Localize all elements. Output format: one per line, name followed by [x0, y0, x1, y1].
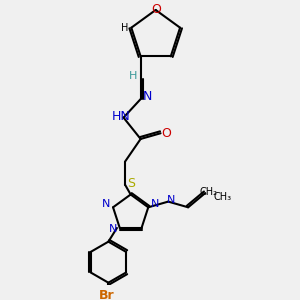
Text: N: N [109, 224, 117, 234]
Text: H: H [129, 71, 138, 81]
Text: N: N [151, 200, 160, 209]
Text: Br: Br [99, 289, 115, 300]
Text: CH₃: CH₃ [213, 192, 231, 202]
Text: O: O [151, 4, 160, 16]
Text: O: O [161, 127, 171, 140]
Text: S: S [127, 177, 135, 190]
Text: N: N [167, 195, 175, 205]
Text: H: H [121, 23, 128, 33]
Text: HN: HN [111, 110, 130, 123]
Text: N: N [143, 90, 152, 103]
Text: N: N [102, 200, 110, 209]
Text: CH₂: CH₂ [199, 187, 217, 196]
